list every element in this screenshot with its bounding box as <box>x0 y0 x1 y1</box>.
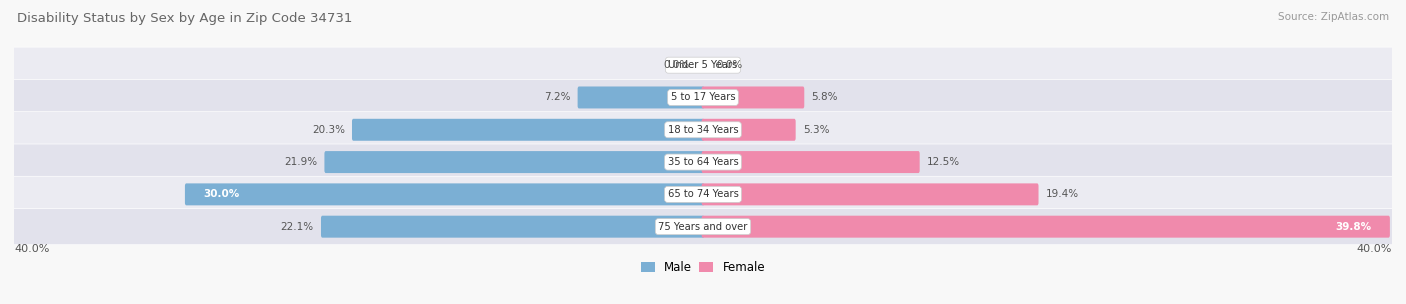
FancyBboxPatch shape <box>11 79 1395 116</box>
Text: 12.5%: 12.5% <box>927 157 960 167</box>
Text: 0.0%: 0.0% <box>664 60 689 70</box>
Text: 39.8%: 39.8% <box>1336 222 1371 232</box>
Legend: Male, Female: Male, Female <box>641 261 765 275</box>
FancyBboxPatch shape <box>11 176 1395 212</box>
Text: 21.9%: 21.9% <box>284 157 318 167</box>
FancyBboxPatch shape <box>702 183 1039 206</box>
FancyBboxPatch shape <box>578 87 704 109</box>
Text: 5 to 17 Years: 5 to 17 Years <box>671 92 735 102</box>
Text: Disability Status by Sex by Age in Zip Code 34731: Disability Status by Sex by Age in Zip C… <box>17 12 353 25</box>
Text: 0.0%: 0.0% <box>717 60 742 70</box>
Text: 65 to 74 Years: 65 to 74 Years <box>668 189 738 199</box>
FancyBboxPatch shape <box>325 151 704 173</box>
Text: 5.3%: 5.3% <box>803 125 830 135</box>
FancyBboxPatch shape <box>321 216 704 238</box>
Text: 30.0%: 30.0% <box>204 189 240 199</box>
Text: Under 5 Years: Under 5 Years <box>668 60 738 70</box>
FancyBboxPatch shape <box>702 216 1391 238</box>
Text: 40.0%: 40.0% <box>1357 244 1392 254</box>
Text: 40.0%: 40.0% <box>14 244 49 254</box>
Text: 35 to 64 Years: 35 to 64 Years <box>668 157 738 167</box>
Text: 18 to 34 Years: 18 to 34 Years <box>668 125 738 135</box>
Text: 5.8%: 5.8% <box>811 92 838 102</box>
FancyBboxPatch shape <box>11 112 1395 148</box>
Text: 22.1%: 22.1% <box>281 222 314 232</box>
Text: Source: ZipAtlas.com: Source: ZipAtlas.com <box>1278 12 1389 22</box>
FancyBboxPatch shape <box>352 119 704 141</box>
FancyBboxPatch shape <box>11 47 1395 83</box>
FancyBboxPatch shape <box>11 209 1395 245</box>
FancyBboxPatch shape <box>702 87 804 109</box>
FancyBboxPatch shape <box>186 183 704 206</box>
Text: 20.3%: 20.3% <box>312 125 344 135</box>
FancyBboxPatch shape <box>702 151 920 173</box>
Text: 19.4%: 19.4% <box>1046 189 1078 199</box>
Text: 75 Years and over: 75 Years and over <box>658 222 748 232</box>
Text: 7.2%: 7.2% <box>544 92 571 102</box>
FancyBboxPatch shape <box>11 144 1395 180</box>
FancyBboxPatch shape <box>702 119 796 141</box>
